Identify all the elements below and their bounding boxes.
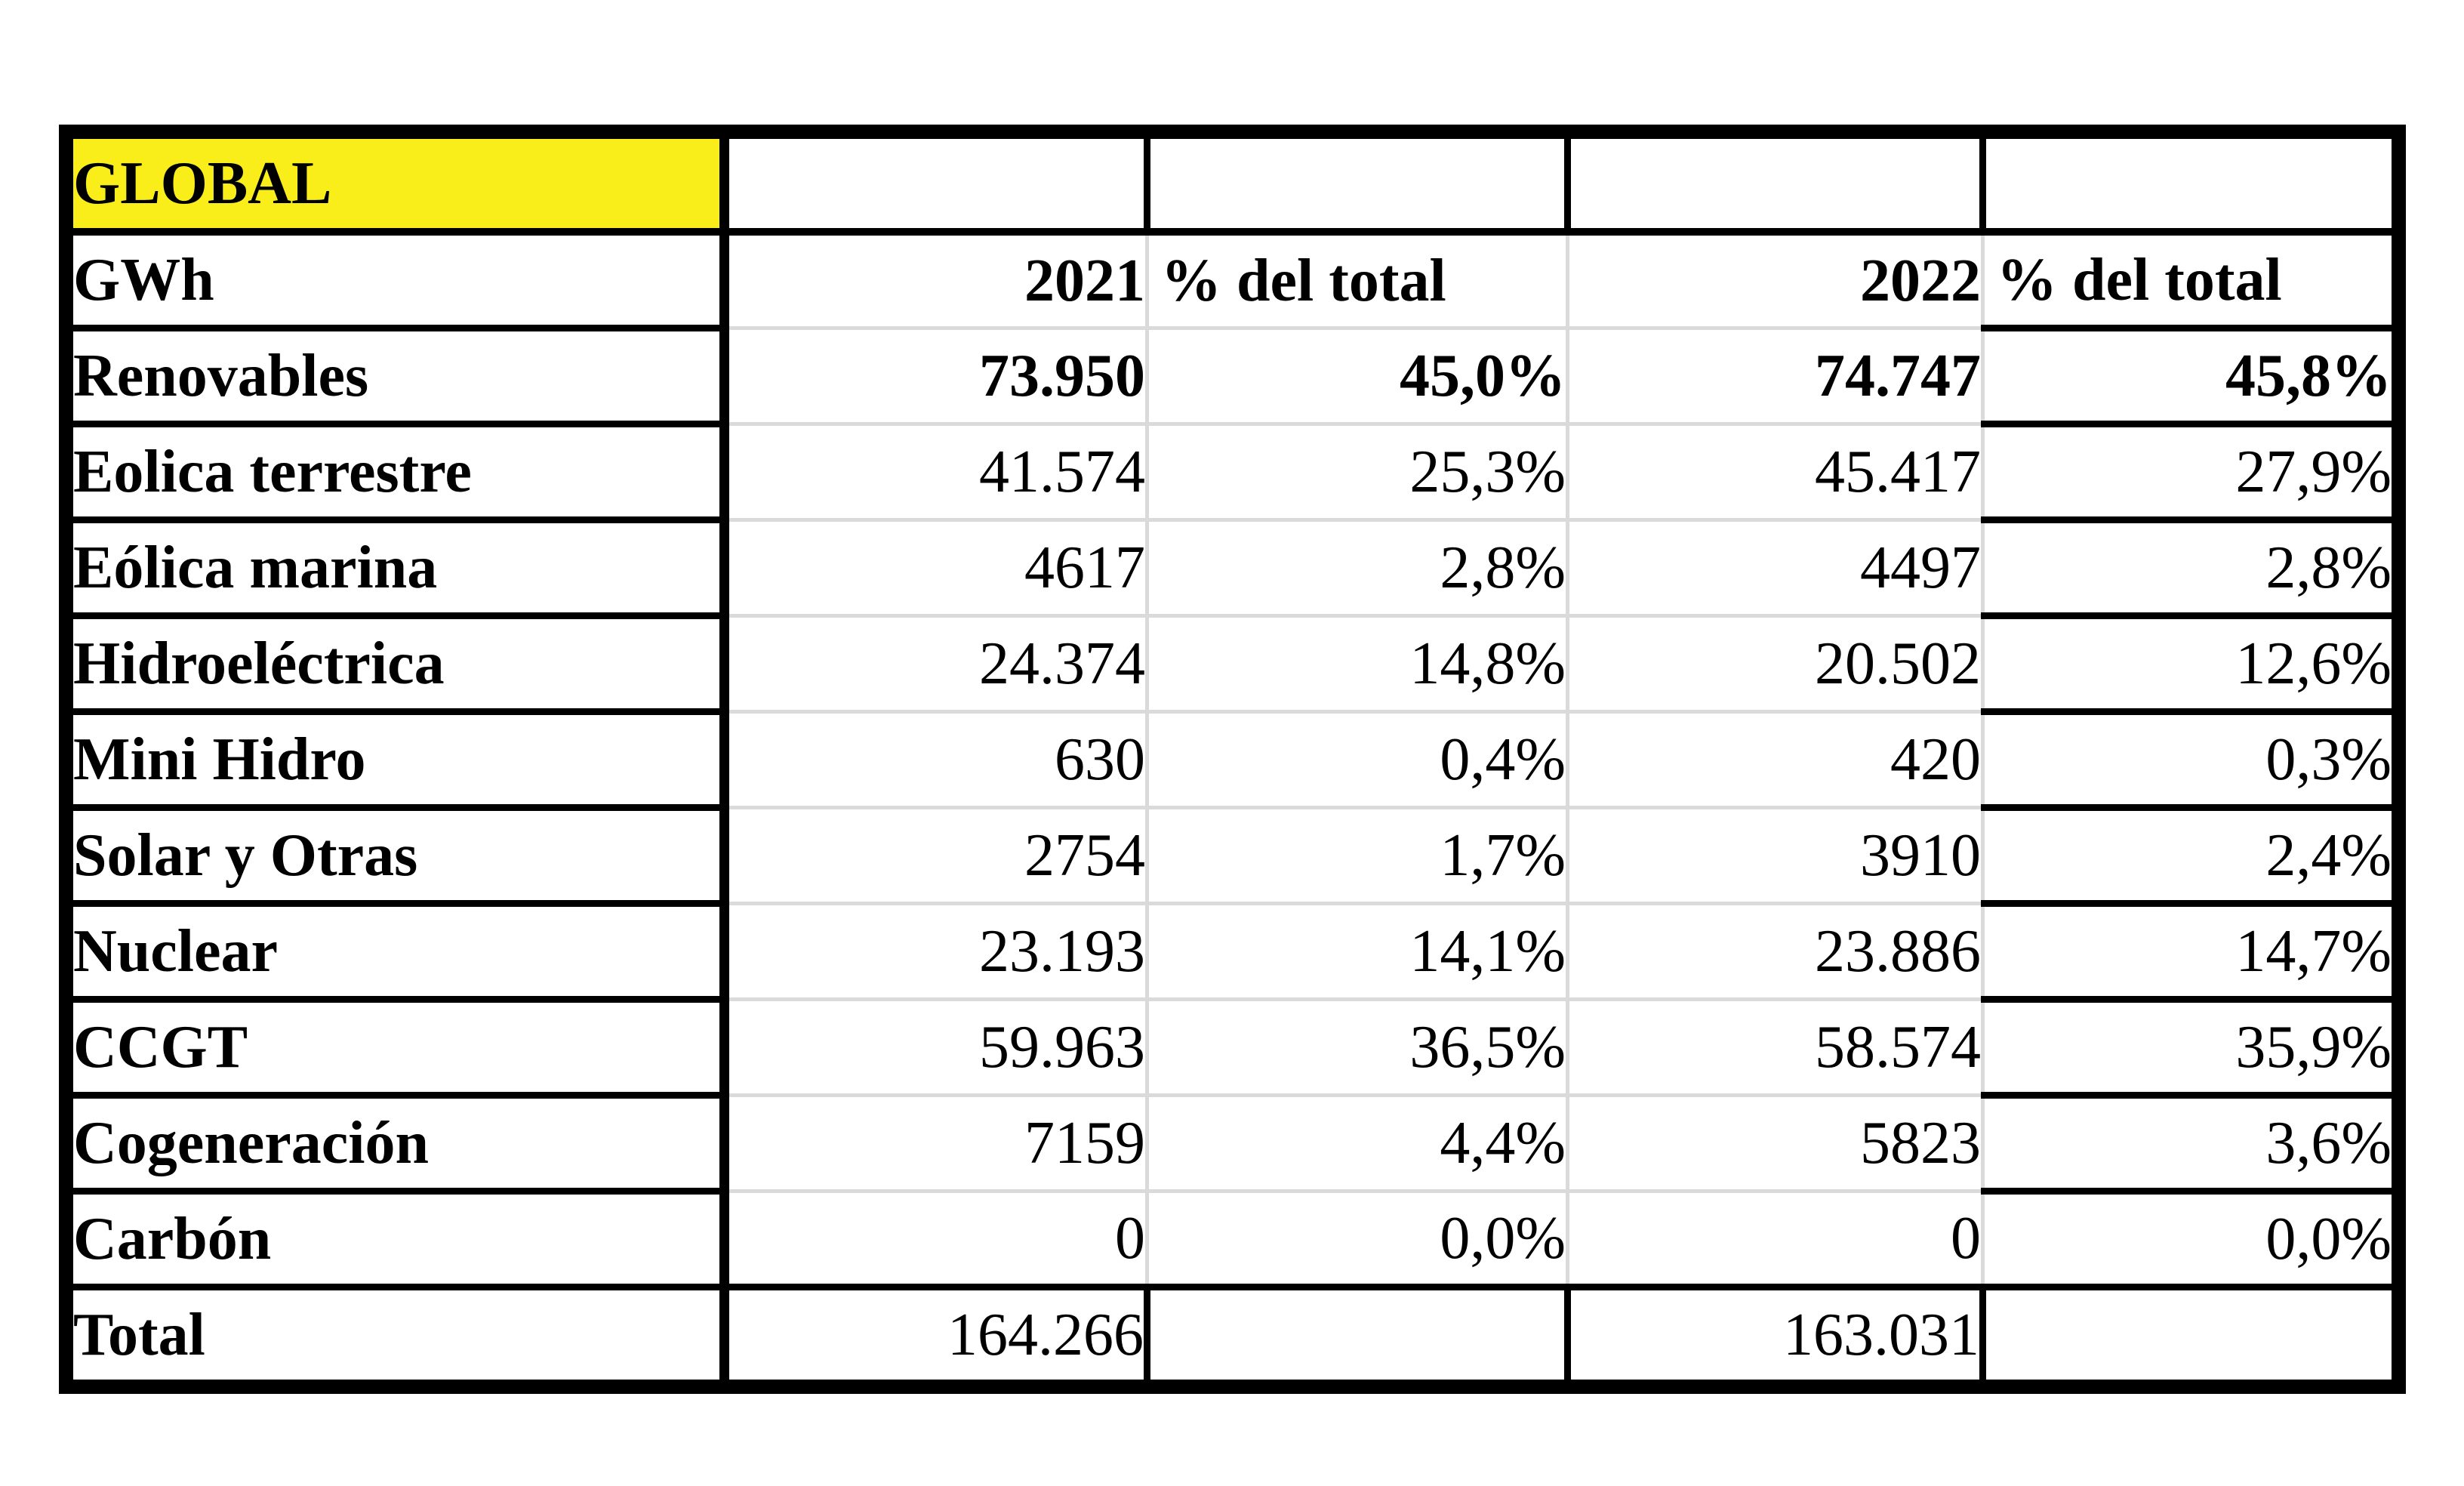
table-row-nuclear: Nuclear 23.193 14,1% 23.886 14,7% (66, 903, 2399, 1003)
value-2021: 630 (724, 711, 1149, 809)
table-row-renovables: Renovables 73.950 45,0% 74.747 45,8% (66, 328, 2399, 427)
table-row-hidroelectrica: Hidroeléctrica 24.374 14,8% 20.502 12,6% (66, 615, 2399, 715)
unit-header-cell: GWh (66, 232, 729, 331)
global-title-cell: GLOBAL (66, 131, 729, 236)
row-label: Eolica terrestre (66, 424, 729, 523)
pct-2022: 0,3% (1982, 711, 2399, 811)
value-2022: 74.747 (1567, 328, 1985, 426)
total-label: Total (66, 1284, 729, 1390)
empty-cell (1147, 131, 1571, 236)
pct-2021: 2,8% (1147, 519, 1569, 618)
pct-2021: 0,4% (1147, 711, 1569, 809)
table-row-global-title: GLOBAL (66, 131, 2399, 236)
year-2021-header: 2021 (724, 232, 1149, 330)
table-row-carbon: Carbón 0 0,0% 0 0,0% (66, 1191, 2399, 1290)
row-label: CCGT (66, 999, 729, 1099)
pct-2021: 0,0% (1147, 1191, 1569, 1289)
pct-2022: 14,7% (1982, 903, 2399, 1003)
row-label: Solar y Otras (66, 807, 729, 907)
pct-2022: 45,8% (1982, 328, 2399, 427)
value-2021: 2754 (724, 807, 1149, 905)
pct-2021: 36,5% (1147, 999, 1569, 1097)
row-label: Eólica marina (66, 519, 729, 619)
pct-2022: 2,4% (1982, 807, 2399, 907)
value-2022: 45.417 (1567, 424, 1985, 522)
value-2022: 420 (1567, 711, 1985, 809)
value-2022: 5823 (1567, 1095, 1985, 1193)
total-2021: 164.266 (724, 1284, 1150, 1387)
pct-2022: 3,6% (1982, 1095, 2399, 1195)
empty-cell (724, 131, 1150, 236)
row-label: Nuclear (66, 903, 729, 1003)
pct-total-2022-header: % del total (1982, 232, 2399, 331)
pct-2021: 45,0% (1147, 328, 1569, 426)
value-2021: 23.193 (724, 903, 1149, 1001)
pct-total-2021-header: % del total (1147, 232, 1569, 330)
value-2022: 3910 (1567, 807, 1985, 905)
value-2021: 73.950 (724, 328, 1149, 426)
empty-cell (1567, 131, 1986, 236)
value-2022: 20.502 (1567, 615, 1985, 714)
total-2022: 163.031 (1567, 1284, 1986, 1387)
value-2021: 7159 (724, 1095, 1149, 1193)
empty-cell (1982, 1284, 2399, 1390)
table-header-row: GWh 2021 % del total 2022 % del total (66, 232, 2399, 331)
table-row-eolica-terrestre: Eolica terrestre 41.574 25,3% 45.417 27,… (66, 424, 2399, 523)
table-row-cogeneracion: Cogeneración 7159 4,4% 5823 3,6% (66, 1095, 2399, 1195)
table-row-total: Total 164.266 163.031 (66, 1284, 2399, 1390)
value-2021: 0 (724, 1191, 1149, 1289)
pct-2021: 14,1% (1147, 903, 1569, 1001)
pct-2022: 12,6% (1982, 615, 2399, 715)
pct-2022: 0,0% (1982, 1191, 2399, 1290)
pct-2021: 1,7% (1147, 807, 1569, 905)
table-row-ccgt: CCGT 59.963 36,5% 58.574 35,9% (66, 999, 2399, 1099)
empty-cell (1147, 1284, 1571, 1387)
row-label: Hidroeléctrica (66, 615, 729, 715)
value-2021: 59.963 (724, 999, 1149, 1097)
empty-cell (1982, 131, 2399, 236)
energy-generation-table: GLOBAL GWh 2021 % del total 2022 % del t… (59, 125, 2406, 1394)
pct-2021: 25,3% (1147, 424, 1569, 522)
value-2022: 0 (1567, 1191, 1985, 1289)
value-2022: 4497 (1567, 519, 1985, 618)
value-2022: 23.886 (1567, 903, 1985, 1001)
row-label: Mini Hidro (66, 711, 729, 811)
pct-2022: 2,8% (1982, 519, 2399, 619)
pct-2022: 35,9% (1982, 999, 2399, 1099)
pct-2021: 14,8% (1147, 615, 1569, 714)
row-label: Renovables (66, 328, 729, 427)
pct-2021: 4,4% (1147, 1095, 1569, 1193)
value-2021: 41.574 (724, 424, 1149, 522)
year-2022-header: 2022 (1567, 232, 1985, 330)
table-row-mini-hidro: Mini Hidro 630 0,4% 420 0,3% (66, 711, 2399, 811)
pct-2022: 27,9% (1982, 424, 2399, 523)
table-row-eolica-marina: Eólica marina 4617 2,8% 4497 2,8% (66, 519, 2399, 619)
value-2021: 24.374 (724, 615, 1149, 714)
row-label: Carbón (66, 1191, 729, 1290)
table-row-solar-y-otras: Solar y Otras 2754 1,7% 3910 2,4% (66, 807, 2399, 907)
value-2022: 58.574 (1567, 999, 1985, 1097)
value-2021: 4617 (724, 519, 1149, 618)
row-label: Cogeneración (66, 1095, 729, 1195)
